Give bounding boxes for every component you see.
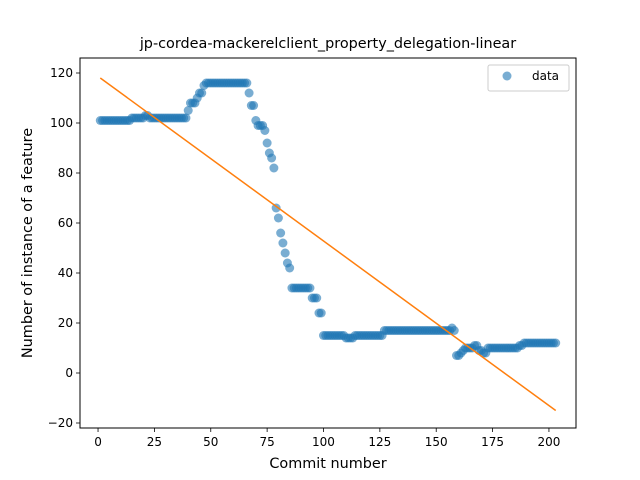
y-tick-label: 60 — [58, 216, 73, 230]
data-point — [280, 248, 290, 258]
data-point — [276, 228, 286, 238]
data-point — [278, 238, 288, 248]
data-point — [183, 106, 193, 115]
data-point — [244, 88, 254, 98]
y-tick-label: 120 — [50, 66, 73, 80]
data-point — [269, 163, 279, 173]
y-tick-label: 0 — [65, 366, 73, 380]
x-tick-label: 200 — [537, 435, 560, 449]
data-point — [285, 263, 295, 273]
legend: data — [487, 64, 570, 92]
y-axis-ticks: −20 0 20 40 60 80 100 120 — [48, 66, 80, 430]
x-tick-label: 0 — [94, 435, 102, 449]
x-axis-label: Commit number — [269, 456, 386, 472]
x-axis-ticks: 0 25 50 75 100 125 150 175 200 — [94, 428, 560, 449]
data-points — [95, 78, 561, 360]
data-point — [316, 308, 326, 318]
y-tick-label: −20 — [48, 416, 73, 430]
data-point — [305, 283, 315, 293]
data-point — [273, 213, 283, 223]
x-tick-label: 50 — [203, 435, 218, 449]
y-tick-label: 100 — [50, 116, 73, 130]
legend-box — [487, 64, 570, 92]
x-tick-label: 75 — [259, 435, 274, 449]
legend-marker-data — [502, 71, 512, 81]
x-tick-label: 175 — [481, 435, 504, 449]
y-tick-label: 80 — [58, 166, 73, 180]
data-point — [181, 113, 191, 123]
data-point — [260, 126, 270, 135]
y-axis-label: Number of instance of a feature — [20, 128, 36, 358]
data-point — [312, 293, 322, 303]
fit-line-group — [99, 77, 557, 412]
data-point — [551, 338, 561, 348]
data-point — [242, 78, 252, 88]
plot-frame — [79, 57, 577, 429]
x-tick-label: 100 — [312, 435, 335, 449]
data-point — [267, 153, 277, 163]
x-tick-label: 150 — [425, 435, 448, 449]
x-tick-label: 125 — [368, 435, 391, 449]
y-tick-label: 40 — [58, 266, 73, 280]
chart-title: jp-cordea-mackerelclient_property_delega… — [139, 36, 516, 52]
data-point — [262, 138, 272, 148]
data-point — [249, 101, 259, 110]
data-point — [197, 88, 207, 98]
fit-line — [99, 77, 557, 412]
x-tick-label: 25 — [147, 435, 162, 449]
y-tick-label: 20 — [58, 316, 73, 330]
legend-label-data: data — [532, 69, 559, 83]
data-point — [449, 326, 459, 335]
data-point — [271, 203, 281, 213]
